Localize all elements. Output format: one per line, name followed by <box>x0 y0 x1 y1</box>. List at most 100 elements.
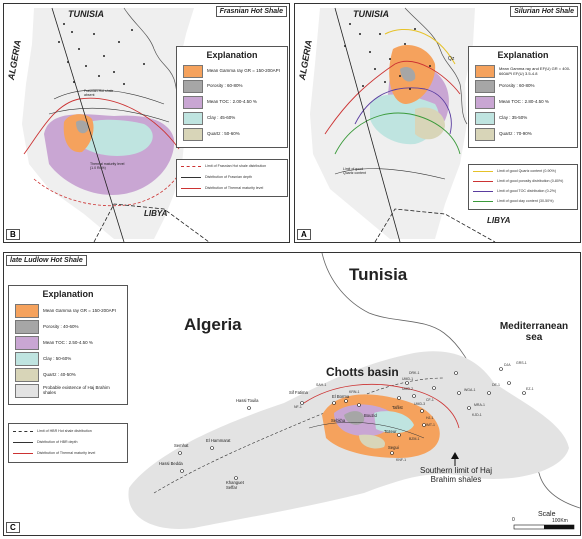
line-label: Distribution of Frasnian depth <box>205 175 252 179</box>
wells <box>58 23 145 85</box>
country-border <box>51 7 125 242</box>
panel-ludlow: late Ludlow Hot Shale C Tunisia Algeria … <box>3 252 581 536</box>
well-label: UMD-1 <box>402 377 414 381</box>
legend-label: Mean Gamma ray GR = 150-200API <box>207 68 280 74</box>
line-legend-item: Distribution of Frasnian depth <box>181 175 283 179</box>
legend-label: Mean TOC : 2.80-4.50 % <box>499 99 549 105</box>
scale-end: 100Km <box>552 518 568 524</box>
line-legend: Limit of HBR Hot shale distribution Dist… <box>8 423 128 463</box>
legend-item: Mean TOC : 2.00-4.50 % <box>183 96 283 109</box>
legend-item: Mean Gamma ray GR = 150-200API <box>15 304 123 318</box>
legend-swatch <box>15 336 39 350</box>
legend-item: Mean TOC : 2.50-4.50 % <box>15 336 123 350</box>
label-tunisia: TUNISIA <box>68 9 104 19</box>
clay-limit <box>334 112 461 155</box>
line-label: Limit of good Quartz content (0-90%) <box>497 169 556 173</box>
legend-item: Mean Gamma ray and EF(U) GR = 400-660API… <box>475 65 573 78</box>
wells <box>344 23 431 90</box>
line-label: Distribution of Thermal maturity level <box>205 186 264 190</box>
line-sample <box>473 190 493 192</box>
legend-label: Quartz : 50-60% <box>207 131 240 137</box>
quartz-zone <box>415 107 445 140</box>
line-sample <box>181 165 201 167</box>
place-el-borma: El Borma <box>332 394 350 399</box>
legend-swatch <box>15 368 39 382</box>
legend-label: Porosity : 40-60% <box>43 323 79 329</box>
line-sample <box>13 452 33 454</box>
label-tunisia: Tunisia <box>349 265 408 284</box>
well-label: CF-1 <box>426 398 434 402</box>
legend-swatch <box>15 320 39 334</box>
label-thermal: Thermal maturity level (1.0 Ro%) <box>90 162 125 170</box>
panel-silurian: TUNISIA ALGERIA LIBYA Qz Limit of good Q… <box>294 3 581 243</box>
line-legend: Limit of Frasnian Hot shale distribution… <box>176 159 288 197</box>
legend-title: Explanation <box>42 289 94 299</box>
line-legend-item: Limit of good clay content (30-50%) <box>473 199 573 203</box>
place-sif-fatima: Sif Fatima <box>289 390 308 395</box>
line-label: Distribution of HBR depth <box>37 440 78 444</box>
line-legend-item: Limit of good Quartz content (0-90%) <box>473 169 573 173</box>
place-khanguet: Khanguet Seffar <box>226 480 244 490</box>
clay-zone <box>374 411 414 434</box>
legend-item: Mean TOC : 2.80-4.50 % <box>475 96 573 109</box>
coastline <box>404 7 468 125</box>
well-label: KJD-1 <box>472 413 482 417</box>
legend-swatch <box>475 128 495 141</box>
scale-title: Scale <box>538 511 556 518</box>
legend-swatch <box>475 112 495 125</box>
place-tozeur: Tozeur <box>384 429 397 434</box>
legend-label: Probable existence of Haj Brahim shales <box>43 385 110 395</box>
map-frasnian <box>22 7 210 242</box>
line-sample <box>13 430 33 432</box>
place-hassi-bedda: Hassi Bedda <box>159 461 183 466</box>
map-silurian <box>310 7 496 242</box>
well-label: WGA-1 <box>464 388 476 392</box>
panel-letter: B <box>6 229 20 240</box>
line-legend-item: Distribution of Thermal maturity level <box>13 451 123 455</box>
legend-item: Quartz : 40-50% <box>15 368 123 382</box>
legend-swatch <box>15 352 39 366</box>
legend-label: Clay : 50-60% <box>43 355 72 361</box>
legend: Explanation Mean Gamma ray and EF(U) GR … <box>468 46 578 148</box>
line-sample <box>473 200 493 202</box>
legend: Explanation Mean Gamma ray GR = 150-200A… <box>176 46 288 148</box>
line-label: Distribution of Thermal maturity level <box>37 451 96 455</box>
panel-title: Frasnian Hot Shale <box>215 6 287 17</box>
quartz-limit <box>384 28 456 65</box>
legend-swatch <box>475 65 495 78</box>
legend-swatch <box>475 80 495 93</box>
legend-label: Mean TOC : 2.50-4.50 % <box>43 339 93 345</box>
label-qz: Qz <box>448 56 455 62</box>
scale-bar-fill <box>544 525 574 529</box>
panel-title: Silurian Hot Shale <box>510 6 578 17</box>
line-legend-item: Distribution of Thermal maturity level <box>181 186 283 190</box>
scale-zero: 0 <box>512 517 515 523</box>
legend: Explanation Mean Gamma ray GR = 150-200A… <box>8 285 128 405</box>
clay-zone <box>74 119 153 156</box>
legend-swatch <box>183 96 203 109</box>
place-segui: Segui <box>388 445 399 450</box>
well-label: KRN-1 <box>349 390 360 394</box>
line-sample <box>473 180 493 182</box>
legend-swatch <box>15 304 39 318</box>
porosity-zone <box>76 120 89 134</box>
well-label: DE-1 <box>492 383 500 387</box>
legend-item: Clay : 45-60% <box>183 112 283 125</box>
legend-swatch <box>475 96 495 109</box>
panel-frasnian: TUNISIA ALGERIA LIBYA Frasnian Hot shale… <box>3 3 290 243</box>
place-el-hammarat: El Hammarat <box>206 438 231 443</box>
line-label: Limit of good porosity distribution (0-8… <box>497 179 564 183</box>
country-border <box>374 208 496 242</box>
porosity-limit <box>324 60 461 135</box>
thermal-line <box>23 97 180 155</box>
legend-swatch <box>183 65 203 78</box>
panel-letter: A <box>297 229 311 240</box>
legend-label: Mean Gamma ray GR = 150-200API <box>43 307 116 313</box>
line-label: Limit of Frasnian Hot shale distribution <box>205 164 267 168</box>
well-label: BZM-1 <box>409 437 420 441</box>
depth-contour <box>53 89 165 105</box>
line-legend-item: Limit of HBR Hot shale distribution <box>13 429 123 433</box>
legend-item: Clay : 50-60% <box>15 352 123 366</box>
line-sample <box>473 170 493 172</box>
line-sample <box>181 176 201 178</box>
